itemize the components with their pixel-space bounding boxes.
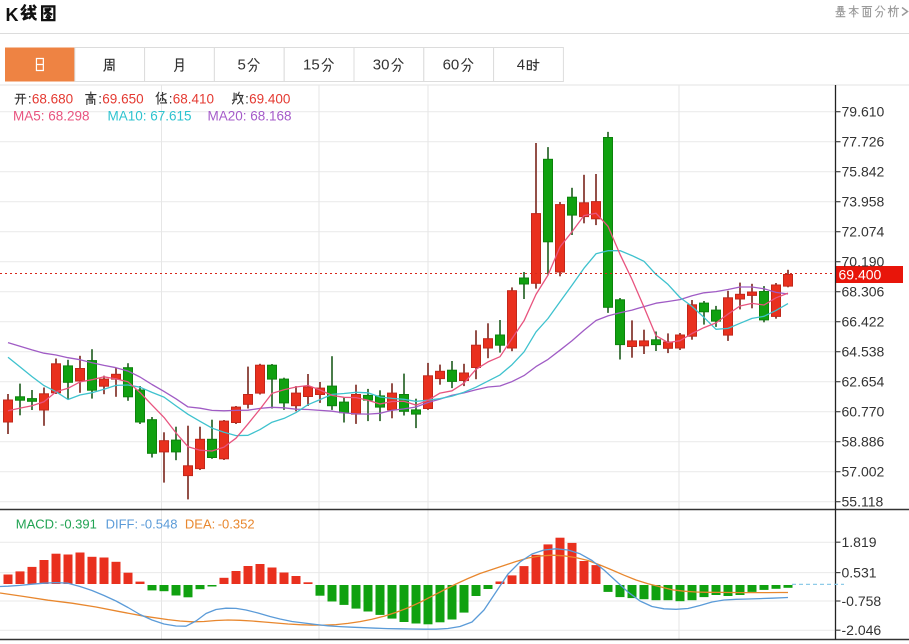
svg-text:68.410: 68.410 (173, 92, 214, 107)
svg-text:4: 4 (517, 57, 525, 74)
svg-text:68.306: 68.306 (842, 284, 885, 300)
svg-text::: : (245, 92, 249, 107)
svg-text:62.654: 62.654 (842, 374, 885, 390)
svg-text:MA10: 67.615: MA10: 67.615 (108, 109, 192, 124)
svg-text::: : (169, 92, 173, 107)
svg-text:60.770: 60.770 (842, 404, 885, 420)
svg-text:0.531: 0.531 (842, 564, 877, 580)
svg-text:-0.391: -0.391 (60, 516, 97, 531)
svg-text:66.422: 66.422 (842, 314, 885, 330)
svg-text:-0.758: -0.758 (842, 593, 882, 609)
svg-text:77.726: 77.726 (842, 134, 885, 150)
svg-text:73.958: 73.958 (842, 194, 885, 210)
svg-text:57.002: 57.002 (842, 464, 885, 480)
svg-text:-0.352: -0.352 (218, 516, 255, 531)
svg-text:MA20: 68.168: MA20: 68.168 (208, 109, 292, 124)
svg-text:DIFF:: DIFF: (106, 516, 139, 531)
svg-text:79.610: 79.610 (842, 104, 885, 120)
svg-text::: : (98, 92, 102, 107)
svg-text:60: 60 (443, 57, 460, 74)
svg-text:75.842: 75.842 (842, 164, 885, 180)
svg-text:1.819: 1.819 (842, 534, 877, 550)
svg-text:K: K (6, 5, 19, 25)
svg-text:69.650: 69.650 (102, 92, 143, 107)
svg-text:69.400: 69.400 (249, 92, 290, 107)
svg-text:64.538: 64.538 (842, 344, 885, 360)
svg-text:58.886: 58.886 (842, 434, 885, 450)
svg-text:-2.046: -2.046 (842, 622, 882, 638)
svg-text:-0.548: -0.548 (141, 516, 178, 531)
svg-text:72.074: 72.074 (842, 224, 885, 240)
svg-text:30: 30 (373, 57, 390, 74)
svg-text:DEA:: DEA: (185, 516, 215, 531)
svg-text:69.400: 69.400 (839, 266, 882, 282)
svg-text:5: 5 (238, 57, 246, 74)
svg-text:15: 15 (303, 57, 320, 74)
svg-text::: : (28, 92, 32, 107)
svg-text:MA5: 68.298: MA5: 68.298 (13, 109, 90, 124)
svg-text:55.118: 55.118 (842, 494, 884, 510)
svg-text:MACD:: MACD: (16, 516, 58, 531)
svg-text:68.680: 68.680 (32, 92, 73, 107)
svg-text:70.190: 70.190 (842, 254, 885, 270)
